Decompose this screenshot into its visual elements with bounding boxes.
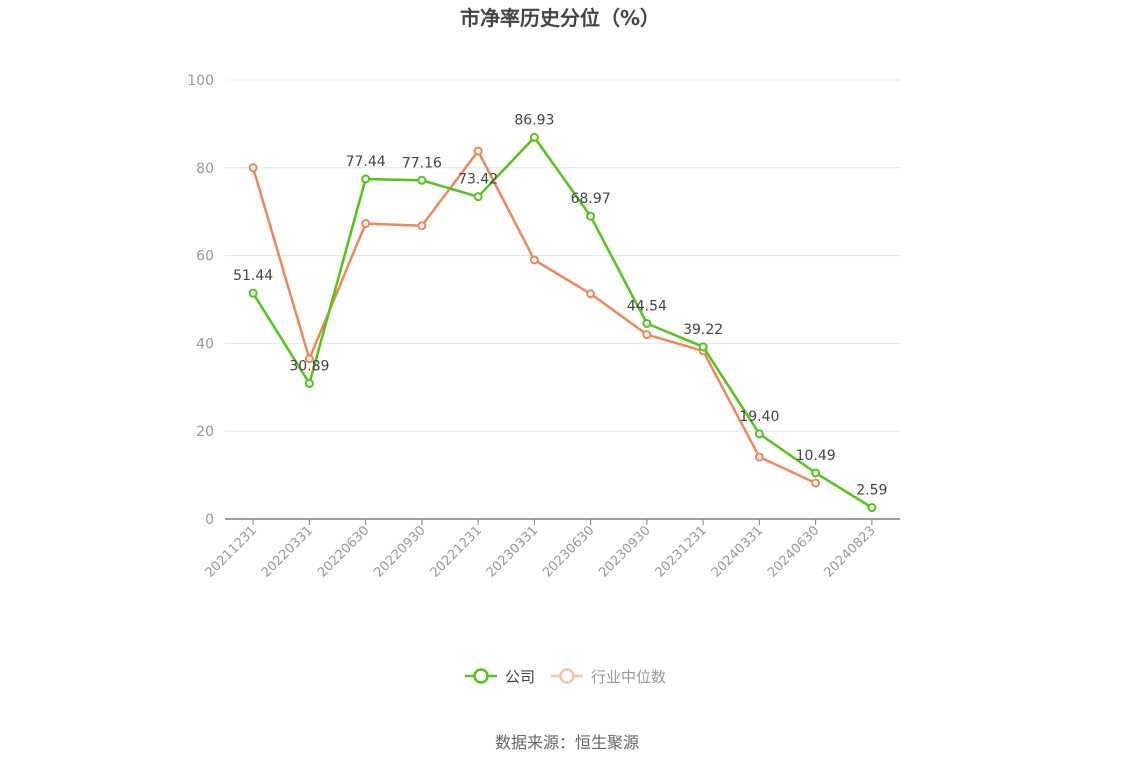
data-point[interactable] [586, 289, 596, 299]
data-point[interactable] [698, 342, 708, 352]
data-point[interactable] [811, 468, 821, 478]
x-tick-label: 20240630 [765, 523, 822, 580]
series-company [248, 132, 877, 513]
series-line [251, 149, 817, 485]
data-point[interactable] [304, 378, 314, 388]
legend-label: 行业中位数 [591, 668, 666, 686]
x-tick-label: 20230630 [540, 523, 597, 580]
data-point[interactable] [473, 146, 483, 156]
data-label: 44.54 [627, 298, 667, 314]
data-point[interactable] [586, 211, 596, 221]
data-point[interactable] [361, 174, 371, 184]
x-tick-label: 20230331 [484, 523, 541, 580]
data-point[interactable] [754, 452, 764, 462]
data-label: 77.16 [402, 155, 442, 171]
legend-item-industry-median[interactable]: 行业中位数 [551, 668, 666, 686]
data-point[interactable] [304, 354, 314, 364]
x-tick-label: 20221231 [428, 523, 485, 580]
data-point[interactable] [811, 478, 821, 488]
data-label: 10.49 [796, 448, 836, 464]
data-point[interactable] [867, 503, 877, 513]
data-label: 19.40 [739, 409, 779, 425]
data-point[interactable] [248, 163, 258, 173]
source-note: 数据来源：恒生聚源 [495, 733, 639, 752]
x-tick-label: 20220930 [371, 523, 428, 580]
legend-item-company[interactable]: 公司 [465, 668, 535, 686]
x-tick-label: 20240331 [709, 523, 766, 580]
data-point[interactable] [417, 221, 427, 231]
x-tick-label: 20230930 [596, 523, 653, 580]
data-labels: 51.44 30.89 77.44 77.16 73.42 86.93 68.97 44.54… [233, 112, 887, 498]
y-tick-label: 60 [196, 249, 214, 265]
data-point[interactable] [642, 330, 652, 340]
y-tick-label: 40 [196, 336, 214, 352]
data-point[interactable] [529, 255, 539, 265]
legend-label: 公司 [505, 668, 535, 686]
data-label: 30.89 [289, 358, 329, 374]
series-industry-median [248, 146, 821, 488]
data-point[interactable] [754, 429, 764, 439]
data-point[interactable] [248, 288, 258, 298]
data-label: 2.59 [856, 483, 887, 499]
series-layer [248, 132, 877, 513]
data-label: 77.44 [346, 154, 386, 170]
data-point[interactable] [361, 219, 371, 229]
data-label: 51.44 [233, 268, 273, 284]
x-tick-label: 20231231 [653, 523, 710, 580]
y-tick-label: 0 [205, 512, 214, 528]
data-point[interactable] [529, 132, 539, 142]
data-label: 86.93 [514, 112, 554, 128]
grid [225, 79, 900, 432]
data-point[interactable] [642, 318, 652, 328]
data-point[interactable] [417, 175, 427, 185]
x-tick-label: 20220331 [259, 523, 316, 580]
data-point[interactable] [473, 192, 483, 202]
y-tick-label: 80 [196, 161, 214, 177]
data-label: 39.22 [683, 322, 723, 338]
y-tick-label: 20 [196, 424, 214, 440]
chart-title: 市净率历史分位（%） [460, 6, 660, 30]
legend-marker-icon [473, 668, 489, 684]
x-tick-label: 20211231 [203, 523, 260, 580]
x-tick-label: 20220630 [315, 523, 372, 580]
series-line [252, 136, 873, 509]
legend[interactable]: 公司 行业中位数 [465, 668, 666, 686]
data-label: 68.97 [571, 191, 611, 207]
y-tick-label: 100 [187, 73, 214, 89]
x-tick-label: 20240823 [821, 523, 878, 580]
data-label: 73.42 [458, 172, 498, 188]
legend-marker-icon [559, 668, 575, 684]
